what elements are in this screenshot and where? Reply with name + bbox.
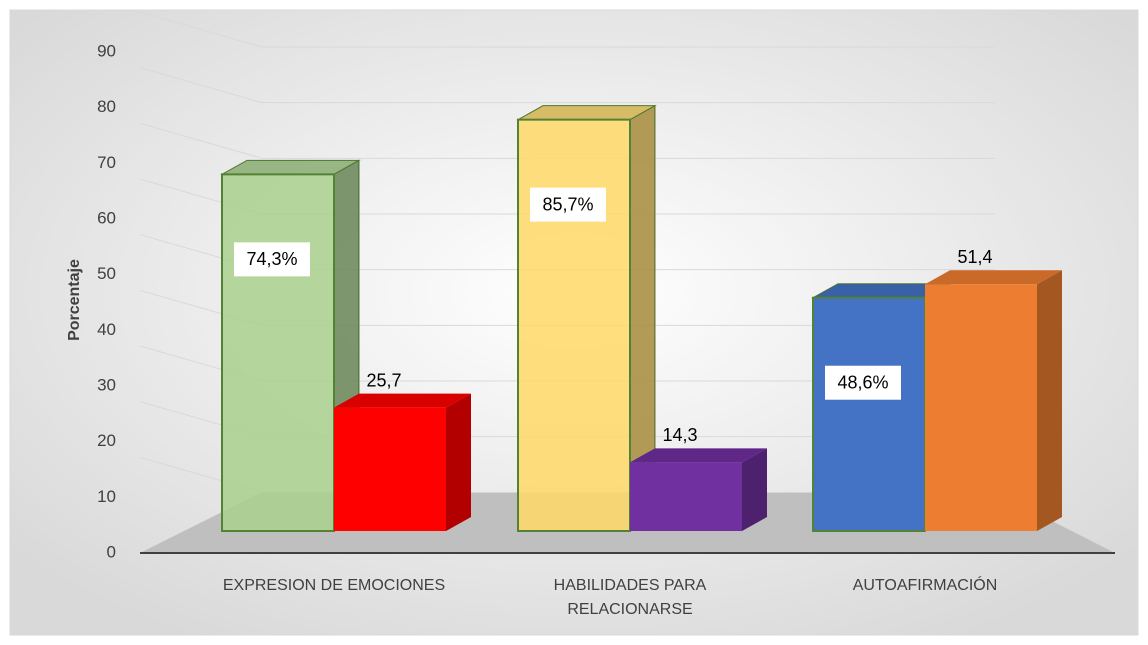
bar-side-shade: [1037, 270, 1062, 531]
bar-top: [334, 393, 471, 408]
value-label: 14,3: [662, 425, 697, 445]
bar: [517, 118, 631, 532]
grid-line: [139, 67, 263, 104]
bar-side: [742, 448, 767, 531]
bar-top: [630, 448, 767, 463]
bar-top-shade: [630, 448, 767, 463]
x-tick-label: HABILIDADES PARA RELACIONARSE: [553, 577, 707, 618]
y-tick-label: 0: [107, 542, 116, 561]
y-tick-label: 30: [97, 375, 116, 394]
bar-side-shade: [630, 105, 655, 531]
value-label: 48,6%: [837, 372, 888, 392]
bar-top-shade: [334, 393, 471, 408]
y-tick-label: 60: [97, 208, 116, 227]
y-tick-label: 50: [97, 264, 116, 283]
bar: [221, 173, 335, 533]
x-tick-label: AUTOAFIRMACIÓN: [852, 577, 998, 594]
y-tick-label: 90: [97, 41, 116, 60]
bar: [630, 462, 742, 531]
value-label-box: [825, 365, 901, 400]
bar-top-shade: [813, 283, 950, 298]
bar: [925, 284, 1037, 531]
bar-side-shade: [742, 448, 767, 531]
value-label: 25,7: [366, 370, 401, 390]
bar-side: [446, 393, 471, 531]
bar-top-shade: [518, 105, 655, 120]
bar-top-shade: [222, 160, 359, 175]
y-tick-label: 80: [97, 97, 116, 116]
bar: [812, 296, 926, 532]
y-tick-label: 10: [97, 487, 116, 506]
y-tick-label: 70: [97, 153, 116, 172]
bar-top-shade: [925, 270, 1062, 285]
value-label-box: [530, 187, 606, 222]
x-tick-label: EXPRESION DE EMOCIONES: [222, 577, 446, 594]
value-label: 51,4: [957, 247, 992, 267]
y-tick-label: 40: [97, 320, 116, 339]
bar-side-shade: [446, 393, 471, 531]
bar: [334, 407, 446, 531]
y-axis-label: Porcentaje: [66, 259, 83, 341]
bar-side: [1037, 270, 1062, 531]
value-label: 74,3%: [246, 249, 297, 269]
y-tick-label: 20: [97, 431, 116, 450]
bar-top: [925, 270, 1062, 285]
grid-line: [139, 122, 263, 159]
grid-line: [139, 11, 263, 48]
value-label-box: [234, 242, 310, 277]
value-label: 85,7%: [542, 194, 593, 214]
